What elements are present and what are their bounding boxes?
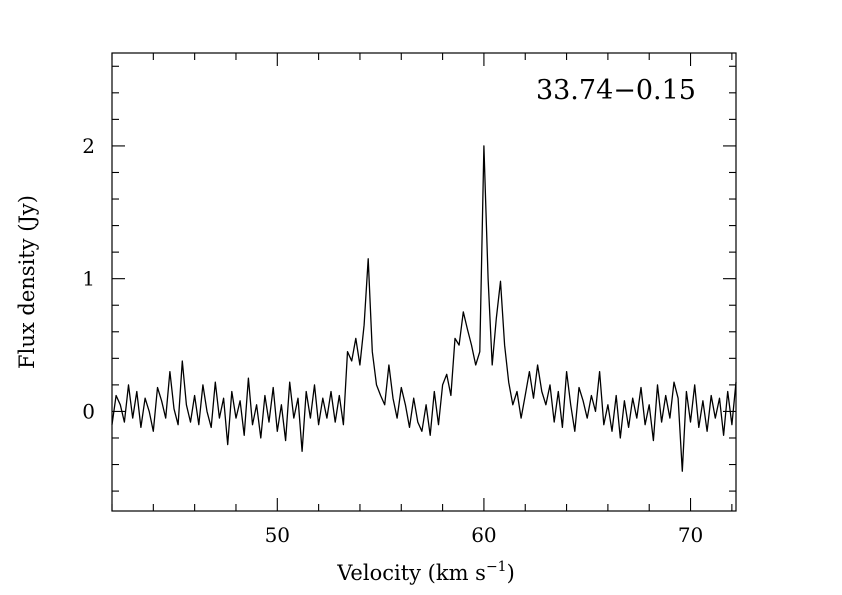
axis-tick-labels: 50 60 70 0 1 2 <box>82 134 703 547</box>
y-tick-label: 2 <box>82 134 95 158</box>
x-axis-label-main: Velocity (km s <box>336 561 486 585</box>
x-axis-label-close: ) <box>507 561 515 585</box>
x-axis-label-superscript: −1 <box>486 559 507 575</box>
x-axis-label: Velocity (km s−1) <box>336 559 515 585</box>
flux-spectrum-line <box>111 145 737 472</box>
y-tick-label: 0 <box>82 399 95 423</box>
x-tick-label: 50 <box>265 523 290 547</box>
x-tick-label: 60 <box>471 523 496 547</box>
axis-ticks <box>111 53 736 511</box>
x-tick-label: 70 <box>678 523 703 547</box>
y-tick-label: 1 <box>82 267 95 291</box>
y-axis-label: Flux density (Jy) <box>15 195 39 369</box>
source-annotation: 33.74−0.15 <box>536 75 696 106</box>
plot-frame <box>111 52 737 512</box>
